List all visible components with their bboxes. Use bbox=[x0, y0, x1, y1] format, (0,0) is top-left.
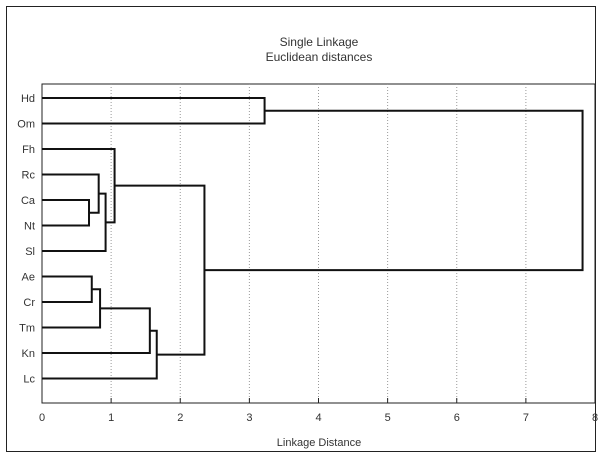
x-tick-label-7: 7 bbox=[523, 412, 529, 424]
merge-branch-4 bbox=[42, 192, 107, 252]
merge-branch-9 bbox=[114, 184, 206, 356]
x-tick-label-5: 5 bbox=[385, 412, 391, 424]
merge-branch-7 bbox=[42, 307, 151, 354]
merge-branch-8 bbox=[42, 329, 158, 380]
x-tick-label-4: 4 bbox=[315, 412, 321, 424]
x-tick-label-3: 3 bbox=[246, 412, 252, 424]
merge-branch-10 bbox=[42, 97, 266, 125]
leaf-label-kn: Kn bbox=[22, 348, 35, 360]
merge-branch-1 bbox=[42, 199, 91, 227]
leaf-label-cr: Cr bbox=[23, 297, 35, 309]
merge-branch-2 bbox=[42, 275, 93, 303]
x-tick-label-6: 6 bbox=[454, 412, 460, 424]
chart-title: Single Linkage bbox=[280, 35, 359, 49]
chart-subtitle: Euclidean distances bbox=[266, 50, 373, 64]
leaf-label-fh: Fh bbox=[22, 144, 35, 156]
leaf-label-rc: Rc bbox=[22, 170, 36, 182]
x-tick-label-8: 8 bbox=[592, 412, 598, 424]
leaf-label-ae: Ae bbox=[22, 272, 35, 284]
leaf-label-tm: Tm bbox=[19, 323, 35, 335]
x-tick-label-0: 0 bbox=[39, 412, 45, 424]
leaf-label-nt: Nt bbox=[24, 221, 35, 233]
x-axis-label: Linkage Distance bbox=[277, 437, 361, 449]
leaf-label-lc: Lc bbox=[23, 374, 35, 386]
merge-branch-3 bbox=[42, 173, 100, 214]
merge-branch-6 bbox=[42, 148, 116, 224]
merge-branch-11 bbox=[204, 109, 584, 272]
leaf-label-sl: Sl bbox=[25, 246, 35, 258]
x-tick-label-1: 1 bbox=[108, 412, 114, 424]
leaf-label-hd: Hd bbox=[21, 93, 35, 105]
x-tick-label-2: 2 bbox=[177, 412, 183, 424]
leaf-label-om: Om bbox=[17, 119, 35, 131]
leaf-label-ca: Ca bbox=[21, 195, 36, 207]
